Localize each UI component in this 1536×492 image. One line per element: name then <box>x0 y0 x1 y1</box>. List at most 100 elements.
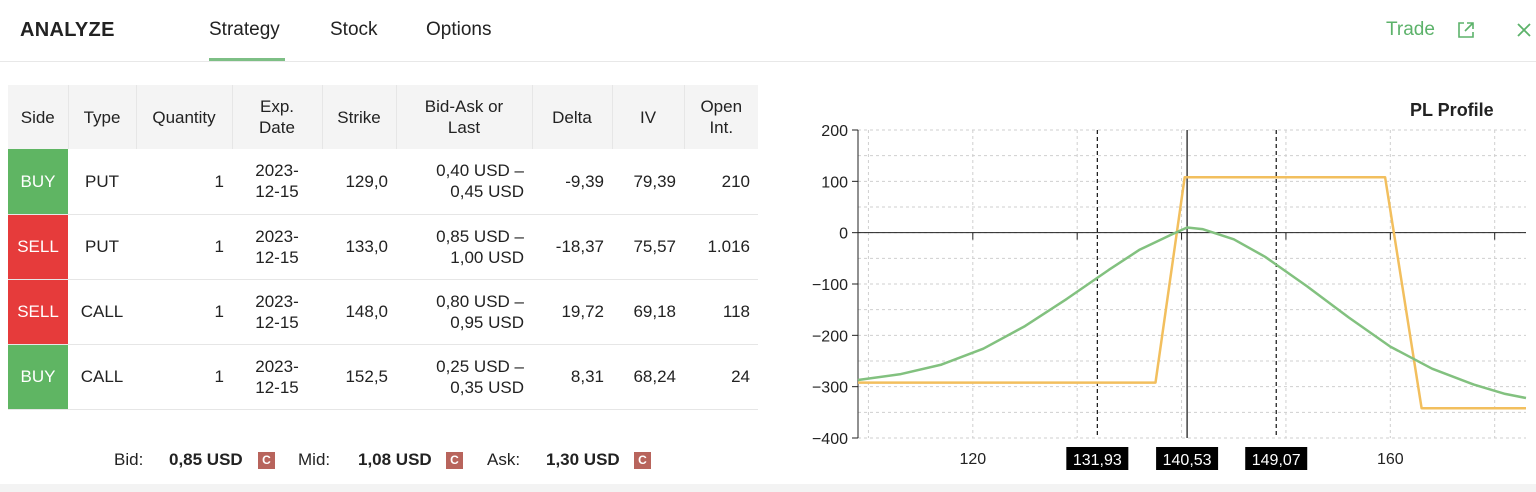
exp-date-cell: 2023- 12-15 <box>232 344 322 410</box>
bid-label: Bid: <box>114 450 144 469</box>
header-label: Open <box>700 97 743 116</box>
exp-line: 12-15 <box>255 312 299 332</box>
table-row[interactable]: BUY PUT 1 2023- 12-15 129,0 0,40 USD –0,4… <box>8 149 758 215</box>
marker-label: 131,93 <box>1073 452 1122 469</box>
header-label: Exp. <box>259 97 295 116</box>
bid-ask-line: 0,35 USD <box>450 377 524 397</box>
table-header-row: Side Type Quantity Exp. Date Strike Bid-A… <box>8 85 758 149</box>
table-row[interactable]: SELL CALL 1 2023- 12-15 148,0 0,80 USD –0… <box>8 279 758 345</box>
exp-date-cell: 2023- 12-15 <box>232 214 322 280</box>
quantity-cell: 1 <box>136 149 232 215</box>
bid-ask-line: 0,85 USD – <box>436 226 524 246</box>
open-int-cell: 118 <box>684 279 758 345</box>
col-strike: Strike <box>321 85 396 149</box>
active-tab-indicator <box>209 58 285 61</box>
open-int-cell: 1.016 <box>684 214 758 280</box>
iv-cell: 79,39 <box>612 149 684 215</box>
iv-cell: 75,57 <box>612 214 684 280</box>
marker-label-box <box>1156 447 1219 470</box>
y-tick-label: −400 <box>812 431 848 448</box>
y-tick-label: −200 <box>812 328 848 345</box>
bid-ask-line: 0,95 USD <box>450 312 524 332</box>
header-label: Date <box>259 118 295 137</box>
quantity-cell: 1 <box>136 279 232 345</box>
iv-cell: 68,24 <box>612 344 684 410</box>
delta-cell: -18,37 <box>532 214 612 280</box>
quantity-cell: 1 <box>136 214 232 280</box>
header: ANALYZE Strategy Stock Options Trade <box>0 0 1536 62</box>
exp-date-cell: 2023- 12-15 <box>232 149 322 215</box>
tab-strategy[interactable]: Strategy <box>209 19 280 40</box>
col-exp-date: Exp. Date <box>231 85 322 149</box>
trade-link[interactable]: Trade <box>1386 19 1435 40</box>
ask-c-badge[interactable]: C <box>634 452 651 469</box>
app-title: ANALYZE <box>20 19 115 41</box>
header-label: Quantity <box>152 107 216 127</box>
quantity-cell: 1 <box>136 344 232 410</box>
bid-ask-line: 0,25 USD – <box>436 356 524 376</box>
pl-profile-chart[interactable]: 200 100 0 −100 −200 −300 −400 120 160 131,93 140,5… <box>790 110 1530 470</box>
probability-curve <box>857 226 1527 400</box>
y-tick-label: 0 <box>839 226 848 243</box>
side-badge: SELL <box>8 214 68 280</box>
delta-cell: -9,39 <box>532 149 612 215</box>
x-tick-label: 120 <box>959 451 986 468</box>
x-tick-label: 160 <box>1377 451 1404 468</box>
tab-stock[interactable]: Stock <box>330 19 378 40</box>
open-int-cell: 210 <box>684 149 758 215</box>
close-icon[interactable] <box>1514 20 1534 40</box>
col-type: Type <box>67 85 136 149</box>
bid-ask-cell: 0,25 USD –0,35 USD <box>396 344 532 410</box>
exp-line: 12-15 <box>255 377 299 397</box>
chart-title: PL Profile <box>1410 100 1494 120</box>
exp-line: 2023- <box>255 356 299 376</box>
tab-options[interactable]: Options <box>426 19 492 40</box>
side-badge: SELL <box>8 279 68 345</box>
bid-ask-line: 0,40 USD – <box>436 161 524 181</box>
exp-line: 2023- <box>255 161 299 181</box>
bid-value: 0,85 USD <box>169 450 243 469</box>
marker-label-box <box>1245 447 1308 470</box>
col-bid-ask: Bid-Ask or Last <box>395 85 532 149</box>
col-iv: IV <box>611 85 684 149</box>
bid-ask-line: 0,45 USD <box>450 182 524 202</box>
strike-cell: 148,0 <box>322 279 396 345</box>
col-quantity: Quantity <box>135 85 232 149</box>
bid-ask-cell: 0,85 USD –1,00 USD <box>396 214 532 280</box>
type-cell: CALL <box>68 279 136 345</box>
header-label: IV <box>639 107 657 127</box>
header-label: Delta <box>552 107 592 127</box>
side-badge: BUY <box>8 149 68 215</box>
header-label: Int. <box>709 118 734 137</box>
strike-cell: 152,5 <box>322 344 396 410</box>
y-tick-label: 200 <box>821 123 848 140</box>
type-cell: CALL <box>68 344 136 410</box>
table-row[interactable]: BUY CALL 1 2023- 12-15 152,5 0,25 USD –0,… <box>8 344 758 410</box>
marker-label-box <box>1066 447 1129 470</box>
mid-label: Mid: <box>298 450 331 469</box>
exp-line: 2023- <box>255 226 299 246</box>
header-label: Strike <box>337 107 381 127</box>
delta-cell: 8,31 <box>532 344 612 410</box>
mid-value: 1,08 USD <box>358 450 432 469</box>
strike-cell: 133,0 <box>322 214 396 280</box>
mid-c-badge[interactable]: C <box>446 452 463 469</box>
table-row[interactable]: SELL PUT 1 2023- 12-15 133,0 0,85 USD –1,… <box>8 214 758 280</box>
open-int-cell: 24 <box>684 344 758 410</box>
bid-c-badge[interactable]: C <box>258 452 275 469</box>
type-cell: PUT <box>68 149 136 215</box>
bid-ask-line: 1,00 USD <box>450 247 524 267</box>
payoff-line <box>858 175 1526 410</box>
ask-value: 1,30 USD <box>546 450 620 469</box>
bid-ask-cell: 0,80 USD –0,95 USD <box>396 279 532 345</box>
col-side: Side <box>8 85 68 149</box>
header-label: Type <box>83 107 121 127</box>
strike-cell: 129,0 <box>322 149 396 215</box>
marker-label: 149,07 <box>1252 452 1301 469</box>
exp-line: 12-15 <box>255 247 299 267</box>
footer-strip <box>0 484 1536 492</box>
header-label: Bid-Ask or <box>424 97 504 116</box>
external-link-icon[interactable] <box>1456 20 1476 40</box>
y-tick-label: −100 <box>812 277 848 294</box>
exp-date-cell: 2023- 12-15 <box>232 279 322 345</box>
